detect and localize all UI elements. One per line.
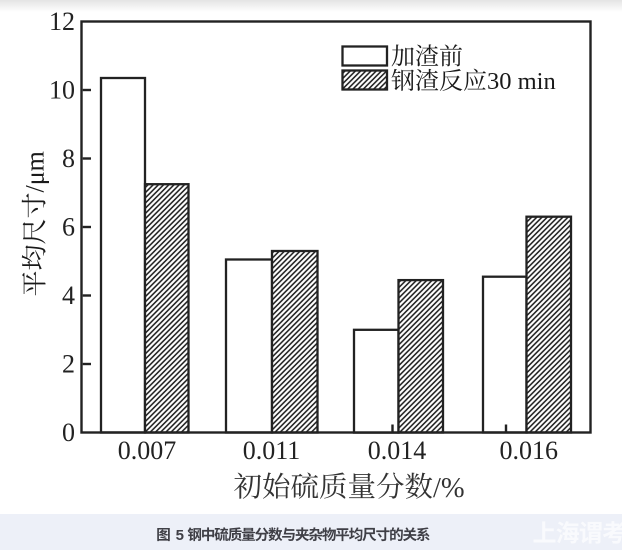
svg-text:0.007: 0.007: [118, 436, 177, 465]
svg-text:4: 4: [62, 281, 75, 310]
svg-text:2: 2: [62, 350, 75, 379]
svg-text:8: 8: [62, 144, 75, 173]
svg-text:0.014: 0.014: [368, 436, 427, 465]
svg-text:6: 6: [62, 213, 75, 242]
svg-text:/%: /%: [433, 473, 465, 504]
svg-text:0: 0: [62, 418, 75, 447]
svg-text:30 min: 30 min: [487, 68, 556, 95]
svg-text:0.011: 0.011: [243, 436, 301, 465]
svg-text:0.016: 0.016: [500, 436, 559, 465]
svg-text:5: 5: [176, 527, 184, 544]
svg-text:/μm: /μm: [21, 151, 50, 192]
svg-text:10: 10: [49, 76, 75, 105]
svg-text:12: 12: [49, 7, 75, 36]
